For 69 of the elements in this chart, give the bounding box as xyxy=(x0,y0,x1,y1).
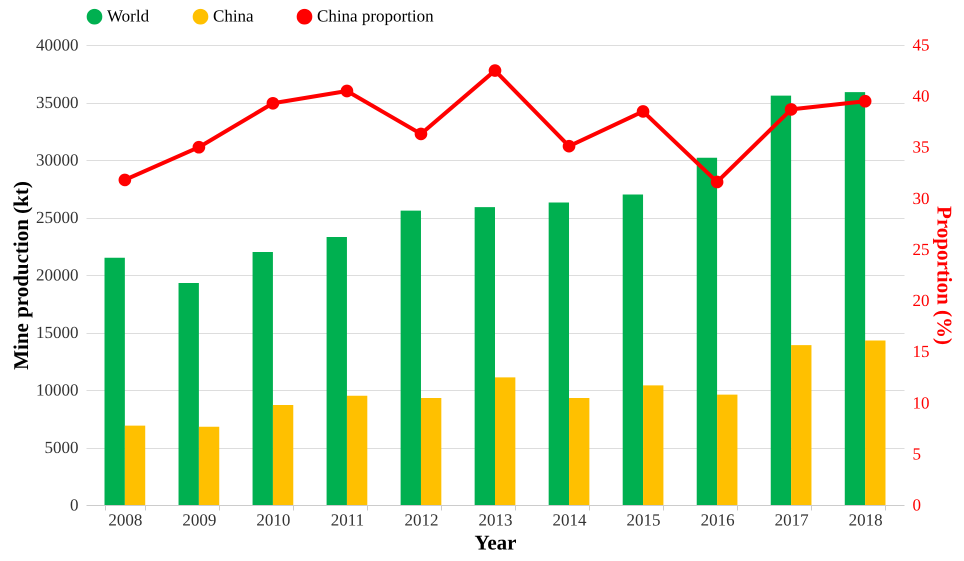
y2-tick-label: 35 xyxy=(912,138,930,157)
x-tick-label: 2010 xyxy=(256,510,290,530)
bar xyxy=(865,340,886,505)
y2-tick-label: 5 xyxy=(912,444,921,464)
bar xyxy=(474,207,495,505)
point xyxy=(192,140,206,154)
bar xyxy=(104,258,125,505)
bar xyxy=(495,377,516,505)
point xyxy=(488,64,502,77)
point xyxy=(266,96,280,110)
y2-tick-label: 10 xyxy=(912,393,930,412)
x-tick-label: 2017 xyxy=(774,510,810,530)
x-tick-label: 2018 xyxy=(848,510,883,530)
y-tick-label: 15000 xyxy=(36,323,78,342)
bar xyxy=(124,426,146,505)
y-axis-title: Mine production (kt) xyxy=(9,181,33,370)
point xyxy=(710,176,724,188)
bar xyxy=(346,396,368,505)
legend-label: China xyxy=(213,6,254,26)
legend-label: China proportion xyxy=(317,6,434,26)
bar xyxy=(326,237,347,505)
y-tick-label: 40000 xyxy=(36,36,78,54)
bar xyxy=(420,398,442,505)
bar xyxy=(272,404,294,505)
x-tick-label: 2014 xyxy=(552,510,588,530)
bar xyxy=(548,202,570,505)
y-tick-label: 30000 xyxy=(36,150,78,170)
bar xyxy=(844,92,866,505)
bar xyxy=(643,385,664,505)
x-tick-label: 2016 xyxy=(700,510,735,530)
x-tick-label: 2009 xyxy=(182,510,216,530)
y-tick-label: 35000 xyxy=(36,93,78,112)
bar xyxy=(696,158,718,505)
bar xyxy=(791,345,812,505)
bar xyxy=(569,398,590,505)
point xyxy=(636,105,650,118)
bar xyxy=(178,283,199,505)
x-axis-title: Year xyxy=(474,530,516,554)
y2-tick-label: 20 xyxy=(912,291,930,310)
x-tick-label: 2013 xyxy=(478,510,512,530)
legend-label: World xyxy=(107,6,150,26)
x-tick-label: 2008 xyxy=(108,510,142,530)
y-tick-label: 10000 xyxy=(36,380,78,400)
y2-tick-label: 40 xyxy=(912,86,930,106)
y2-tick-label: 45 xyxy=(912,36,930,54)
x-tick-label: 2015 xyxy=(626,510,661,530)
x-tick-label: 2012 xyxy=(404,510,438,530)
y2-tick-label: 25 xyxy=(912,240,930,259)
bar xyxy=(252,252,273,505)
y-tick-label: 20000 xyxy=(36,266,78,284)
y2-tick-label: 30 xyxy=(912,188,930,208)
bar xyxy=(770,96,792,505)
bar xyxy=(717,394,738,505)
point xyxy=(784,103,798,116)
point xyxy=(118,174,132,186)
bar xyxy=(400,210,421,505)
y2-tick-label: 0 xyxy=(912,496,921,514)
x-tick-label: 2011 xyxy=(330,510,364,530)
y-tick-label: 25000 xyxy=(36,208,78,227)
point xyxy=(858,94,872,108)
bar xyxy=(622,194,644,505)
point xyxy=(340,84,354,98)
y-tick-label: 0 xyxy=(70,496,78,514)
point xyxy=(562,140,576,153)
y-tick-label: 5000 xyxy=(44,438,78,457)
bar xyxy=(198,426,220,505)
point xyxy=(414,128,428,140)
y2-tick-label: 15 xyxy=(912,342,930,362)
y2-axis-title: Proportion (%) xyxy=(932,206,956,346)
